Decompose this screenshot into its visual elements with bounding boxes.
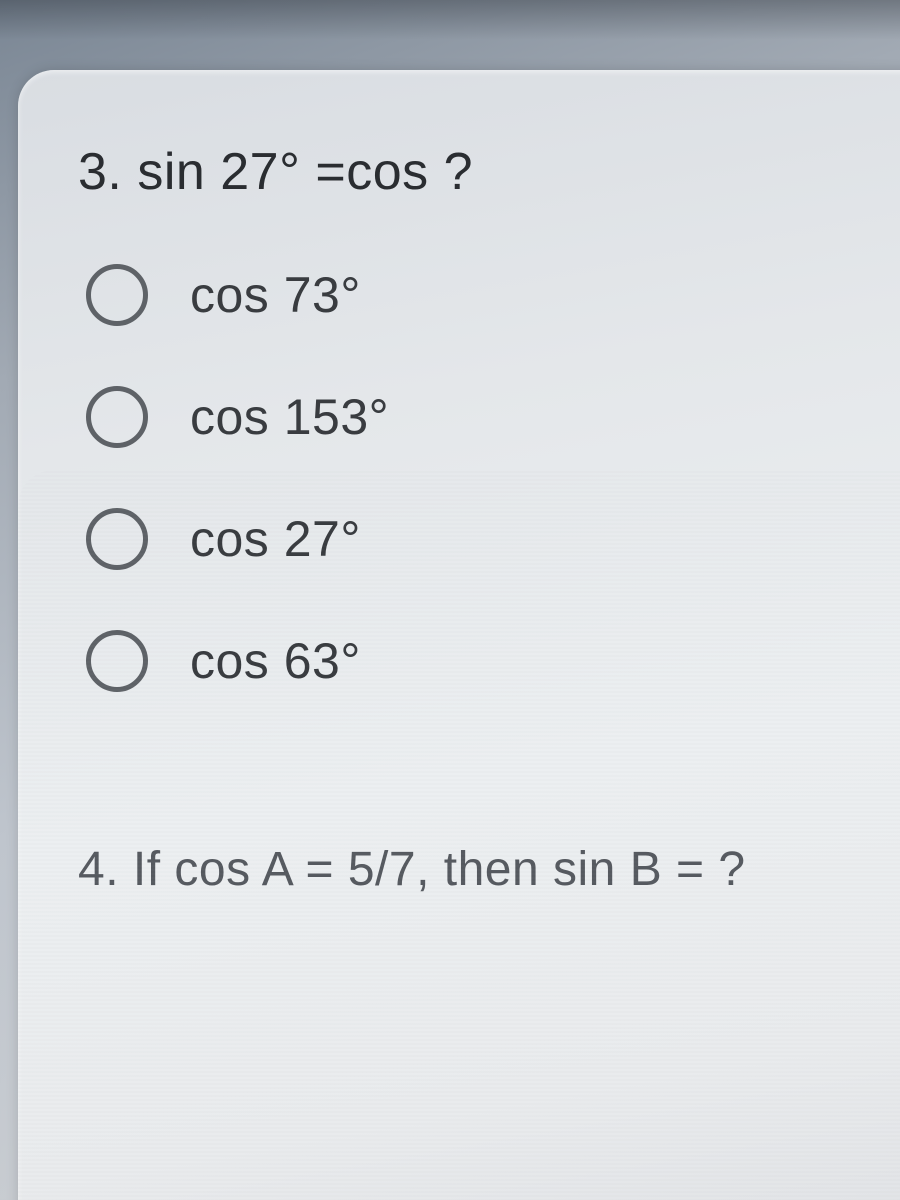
radio-icon[interactable] xyxy=(86,386,148,448)
question-card: 3. sin 27° =cos ? cos 73° cos 153° cos 2… xyxy=(18,70,900,1200)
option-d[interactable]: cos 63° xyxy=(86,630,878,692)
question-4-prompt: 4. If cos A = 5/7, then sin B = ? xyxy=(78,842,878,897)
radio-icon[interactable] xyxy=(86,508,148,570)
option-b[interactable]: cos 153° xyxy=(86,386,878,448)
option-c-label: cos 27° xyxy=(190,510,361,568)
question-4-text: If cos A = 5/7, then sin B = ? xyxy=(133,843,746,896)
question-3-text: sin 27° =cos ? xyxy=(137,143,473,201)
radio-icon[interactable] xyxy=(86,630,148,692)
option-a[interactable]: cos 73° xyxy=(86,264,878,326)
question-4-number: 4. xyxy=(78,843,119,896)
option-a-label: cos 73° xyxy=(190,266,361,324)
question-3-options: cos 73° cos 153° cos 27° cos 63° xyxy=(86,264,878,692)
option-d-label: cos 63° xyxy=(190,632,361,690)
screen-top-shadow xyxy=(0,0,900,40)
option-b-label: cos 153° xyxy=(190,388,389,446)
radio-icon[interactable] xyxy=(86,264,148,326)
option-c[interactable]: cos 27° xyxy=(86,508,878,570)
question-3-number: 3. xyxy=(78,143,122,201)
question-3-prompt: 3. sin 27° =cos ? xyxy=(78,142,878,202)
spacer xyxy=(78,752,878,842)
